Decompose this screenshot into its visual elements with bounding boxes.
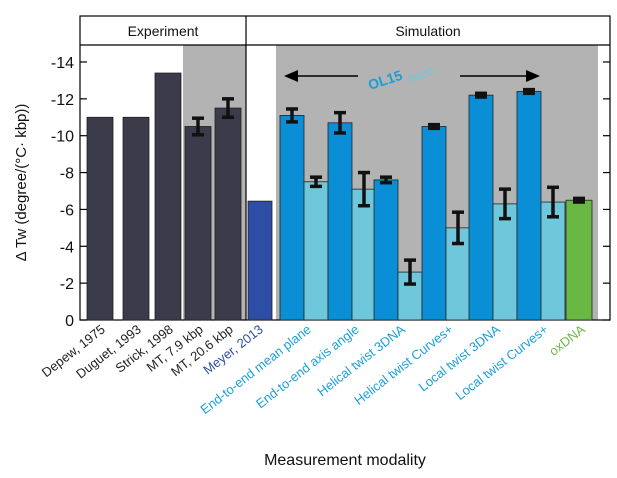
bar-bsc0	[303, 181, 329, 321]
bar-experiment	[214, 107, 242, 321]
bar-experiment	[154, 72, 182, 321]
y-tick-label: -4	[60, 239, 74, 256]
bar-ol15	[468, 94, 494, 321]
y-axis-label: Δ Tw (degree/(°C· kbp))	[13, 104, 30, 262]
bar-ol15	[421, 126, 447, 321]
bar-bsc0	[540, 201, 566, 321]
bar-experiment	[184, 126, 212, 321]
annotation-arrow-left-head	[284, 70, 298, 82]
bar-ol15	[279, 115, 305, 321]
annotation-arrow-right-head	[526, 70, 540, 82]
x-tick-label: oxDNA	[546, 321, 588, 358]
x-tick-label: Local twist 3DNA	[416, 321, 503, 394]
bar-bsc0	[397, 271, 423, 321]
bar-ol15	[373, 179, 399, 321]
bar-meyer	[247, 200, 273, 321]
bar-ol15	[327, 122, 353, 321]
bar-bsc0	[351, 188, 377, 321]
bar-experiment	[122, 116, 150, 321]
bar-ol15	[516, 91, 542, 321]
y-tick-label: -10	[51, 129, 74, 146]
y-tick-label: -12	[51, 92, 74, 109]
x-axis-label: Measurement modality	[264, 452, 426, 469]
bar-experiment	[86, 116, 114, 321]
y-tick-label: 0	[65, 313, 74, 330]
bar-bsc0	[492, 203, 518, 321]
y-tick-label: -14	[51, 55, 74, 72]
y-tick-label: -6	[60, 202, 74, 219]
y-tick-label: -2	[60, 276, 74, 293]
bar-oxdna	[565, 199, 593, 321]
y-tick-label: -8	[60, 166, 74, 183]
panel-label-simulation: Simulation	[395, 23, 460, 39]
panel-label-experiment: Experiment	[128, 23, 199, 39]
